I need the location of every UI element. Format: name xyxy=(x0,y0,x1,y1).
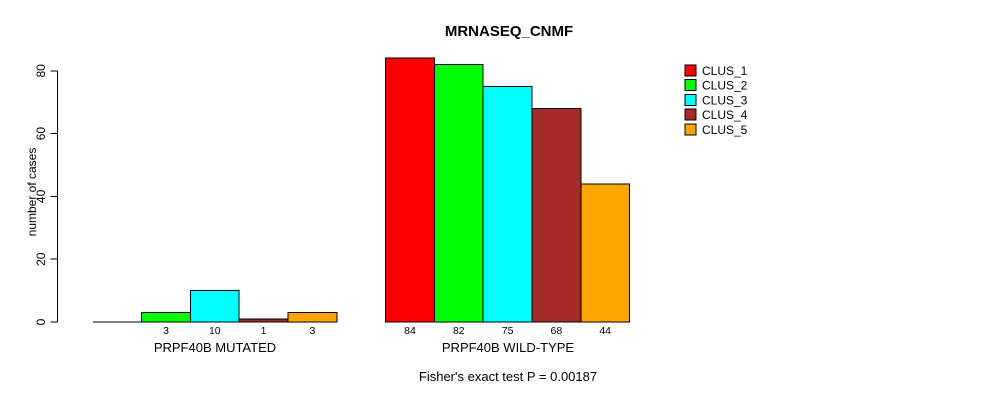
legend-label: CLUS_2 xyxy=(702,79,748,93)
bar xyxy=(385,57,435,323)
legend-swatch xyxy=(684,123,697,136)
bar xyxy=(141,312,191,323)
y-axis-tick-label: 80 xyxy=(34,64,48,78)
bar xyxy=(433,64,484,323)
group-label-wildtype: PRPF40B WILD-TYPE xyxy=(442,340,575,355)
group-label-mutated: PRPF40B MUTATED xyxy=(154,340,276,355)
legend-label: CLUS_4 xyxy=(702,108,748,122)
y-axis-title: number of cases xyxy=(25,148,39,237)
bar-value-label: 84 xyxy=(404,325,416,337)
legend-swatch xyxy=(684,108,697,121)
y-axis-tick-label: 40 xyxy=(34,189,48,203)
y-axis-tick-label: 60 xyxy=(34,127,48,141)
bar xyxy=(287,312,338,323)
bar xyxy=(189,290,240,323)
legend-swatch xyxy=(684,79,697,92)
y-axis-ticks: 0 20 40 60 80 xyxy=(34,64,58,325)
y-axis-tick-label: 0 xyxy=(34,318,48,325)
bar xyxy=(531,107,582,323)
bar-value-label: 68 xyxy=(551,325,563,337)
bar xyxy=(482,86,533,323)
chart-title: MRNASEQ_CNMF xyxy=(445,23,573,40)
fisher-test-annotation: Fisher's exact test P = 0.00187 xyxy=(419,369,597,384)
bar-value-label: 75 xyxy=(502,325,514,337)
y-axis: 0 20 40 60 80 number of cases xyxy=(25,64,58,325)
bar-value-label: 44 xyxy=(599,325,611,337)
bar xyxy=(580,183,631,323)
bar-value-label: 1 xyxy=(261,325,267,337)
y-axis-tick-label: 20 xyxy=(34,252,48,266)
bar-value-label: 3 xyxy=(309,325,315,337)
legend-label: CLUS_3 xyxy=(702,93,748,107)
bar xyxy=(238,318,289,323)
legend-label: CLUS_1 xyxy=(702,64,748,78)
bar-value-label: 82 xyxy=(453,325,465,337)
x-axis-labels: PRPF40B MUTATED PRPF40B WILD-TYPE xyxy=(154,340,575,355)
legend-swatch xyxy=(684,93,697,106)
bars-layer: 3 10 1 3 84 82 75 68 44 xyxy=(92,57,631,337)
bar-value-label: 10 xyxy=(209,325,221,337)
bar-value-label: 3 xyxy=(163,325,169,337)
legend-label: CLUS_5 xyxy=(702,123,748,137)
legend-swatch xyxy=(684,64,697,77)
